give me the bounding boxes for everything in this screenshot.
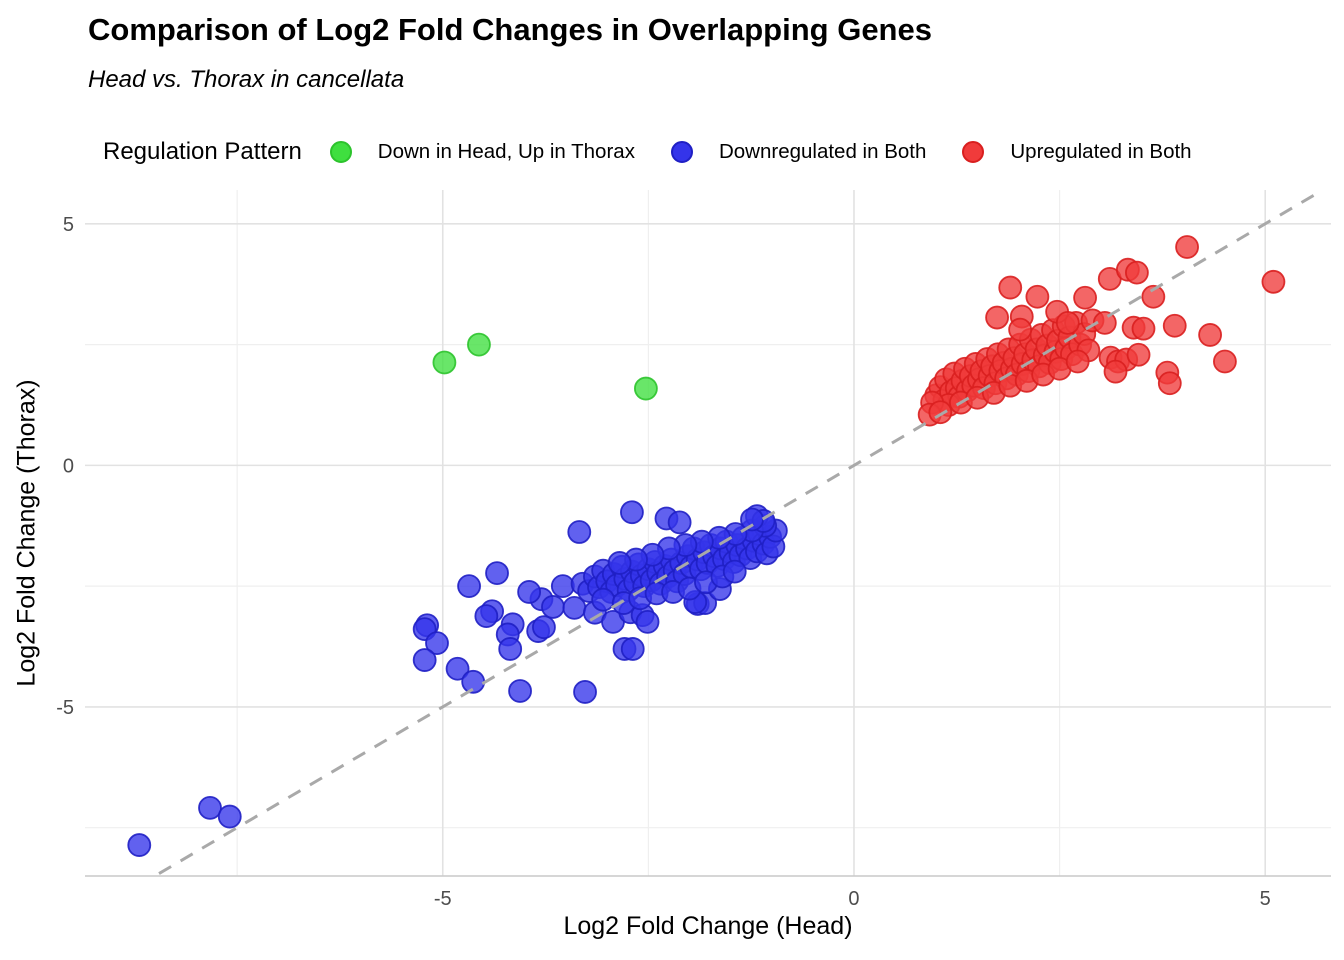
legend: Regulation Pattern Down in Head, Up in T… bbox=[103, 136, 1228, 168]
scatter-point bbox=[485, 561, 509, 585]
scatter-point bbox=[457, 574, 481, 599]
scatter-point bbox=[498, 637, 523, 661]
scatter-point bbox=[1131, 316, 1156, 341]
scatter-point bbox=[461, 669, 486, 694]
series-upregulated-in-both bbox=[917, 235, 1286, 427]
scatter-point bbox=[508, 679, 532, 703]
legend-label: Downregulated in Both bbox=[718, 140, 927, 163]
y-tick-label: -5 bbox=[56, 697, 74, 719]
y-tick-label: 5 bbox=[63, 214, 74, 236]
blue-dot-icon bbox=[670, 141, 693, 163]
scatter-point bbox=[1008, 317, 1033, 342]
scatter-point bbox=[667, 510, 692, 535]
scatter-point bbox=[1065, 349, 1090, 374]
x-axis-title: Log2 Fold Change (Head) bbox=[563, 912, 853, 940]
scatter-point bbox=[573, 680, 597, 704]
x-tick-label: -5 bbox=[434, 888, 452, 910]
x-tick-label: 0 bbox=[848, 888, 859, 910]
scatter-point bbox=[1213, 349, 1237, 374]
scatter-point bbox=[591, 587, 616, 612]
scatter-point bbox=[532, 615, 556, 640]
scatter-point bbox=[127, 833, 152, 857]
scatter-point bbox=[635, 609, 660, 634]
series-downregulated-in-both bbox=[127, 500, 788, 857]
scatter-point bbox=[998, 275, 1023, 300]
scatter-point bbox=[1025, 284, 1050, 309]
scatter-point bbox=[217, 804, 242, 829]
scatter-point bbox=[445, 656, 470, 681]
scatter-point bbox=[567, 520, 592, 544]
legend-item-downregulated-both: Downregulated in Both bbox=[670, 140, 927, 164]
scatter-point bbox=[474, 604, 499, 628]
scatter-point bbox=[1198, 323, 1223, 347]
legend-item-down-head-up-thorax: Down in Head, Up in Thorax bbox=[329, 140, 635, 164]
legend-label: Upregulated in Both bbox=[1010, 140, 1192, 163]
scatter-point bbox=[412, 648, 437, 672]
scatter-point bbox=[541, 595, 565, 619]
scatter-point bbox=[985, 305, 1009, 330]
scatter-point bbox=[1055, 310, 1080, 335]
scatter-point bbox=[467, 332, 491, 357]
x-tick-label: 5 bbox=[1260, 888, 1271, 910]
y-tick-label: 0 bbox=[63, 455, 74, 477]
chart-subtitle: Head vs. Thorax in cancellata bbox=[88, 66, 405, 93]
scatter-point bbox=[1103, 359, 1128, 384]
scatter-point bbox=[517, 580, 542, 604]
scatter-point bbox=[1125, 260, 1149, 285]
red-dot-icon bbox=[962, 141, 985, 163]
scatter-point bbox=[1261, 269, 1286, 294]
legend-title: Regulation Pattern bbox=[103, 138, 302, 165]
scatter-point bbox=[1126, 342, 1151, 367]
scatter-point bbox=[740, 507, 764, 532]
chart-title: Comparison of Log2 Fold Changes in Overl… bbox=[88, 12, 932, 47]
scatter-point bbox=[432, 350, 457, 375]
scatter-point bbox=[425, 631, 449, 656]
scatter-point bbox=[1162, 313, 1187, 338]
green-dot-icon bbox=[329, 141, 352, 163]
scatter-point bbox=[550, 574, 575, 599]
scatter-point bbox=[1141, 284, 1166, 309]
scatter-point bbox=[620, 500, 644, 525]
series-down-in-head-up-in-thorax bbox=[432, 332, 658, 401]
scatter-point bbox=[928, 400, 953, 425]
scatter-point bbox=[634, 376, 658, 401]
legend-item-upregulated-both: Upregulated in Both bbox=[962, 140, 1192, 164]
scatter-point bbox=[607, 551, 632, 575]
y-axis-title: Log2 Fold Change (Thorax) bbox=[12, 379, 41, 687]
scatter-point bbox=[620, 637, 645, 661]
scatter-point bbox=[1073, 285, 1097, 310]
scatter-point bbox=[722, 559, 747, 584]
scatter-point bbox=[1157, 371, 1182, 396]
scatter-point bbox=[1175, 235, 1199, 259]
scatter-point bbox=[198, 795, 222, 820]
legend-label: Down in Head, Up in Thorax bbox=[377, 140, 635, 163]
